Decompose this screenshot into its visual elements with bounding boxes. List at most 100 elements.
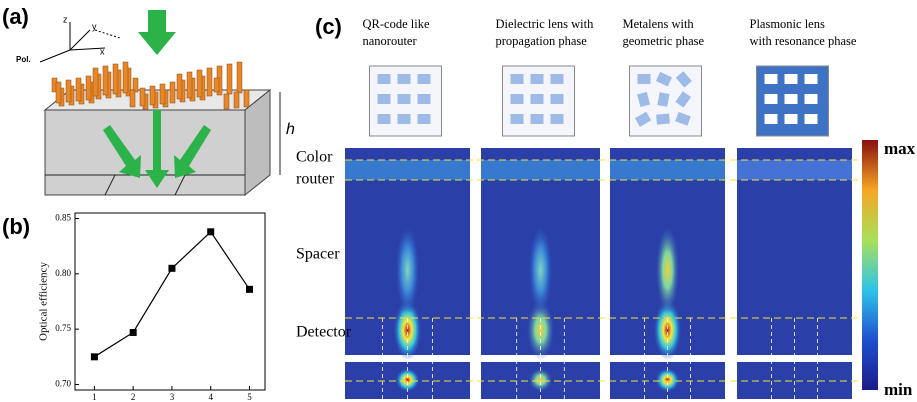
meta-atom	[675, 71, 692, 88]
meta-atom	[675, 91, 692, 108]
nanopillar	[129, 89, 136, 108]
focus-spot	[395, 225, 420, 315]
meta-atom	[804, 74, 818, 84]
x-tick-label: 5	[247, 392, 252, 402]
y-tick-label: 0.85	[55, 213, 71, 223]
meta-atom	[377, 74, 391, 84]
nanopillar	[122, 61, 129, 94]
meta-atom	[764, 114, 778, 124]
panel-label: (b)	[2, 214, 30, 239]
x-tick-label: 2	[131, 392, 136, 402]
nanopillar	[206, 67, 213, 97]
meta-atom	[637, 91, 651, 108]
column-title: with resonance phase	[750, 34, 857, 48]
axis-label: x	[100, 46, 105, 56]
meta-atom	[550, 94, 564, 104]
nanopillar	[92, 67, 99, 97]
column-title: Metalens with	[623, 17, 695, 31]
focus-spot	[653, 300, 682, 360]
nanopillar	[75, 77, 82, 102]
router-band	[737, 160, 852, 180]
router-band	[345, 160, 470, 180]
y-tick-label: 0.80	[55, 268, 71, 278]
schematic	[39, 10, 281, 197]
height-label: h	[286, 121, 295, 138]
column-title: geometric phase	[623, 34, 705, 48]
data-point	[90, 353, 98, 361]
x-tick-label: 3	[170, 392, 175, 402]
focus-spot	[393, 300, 422, 360]
meta-atom	[510, 94, 524, 104]
colorbar	[862, 140, 878, 390]
y-tick-label: 0.70	[55, 379, 71, 389]
nanopillar	[243, 89, 250, 108]
meta-atom	[417, 74, 431, 84]
nanopillar	[236, 61, 243, 94]
meta-atom	[764, 94, 778, 104]
nanopillar	[85, 75, 92, 101]
nanopillar	[169, 81, 176, 104]
nanopillar	[149, 85, 156, 106]
meta-atom	[804, 94, 818, 104]
meta-atom	[397, 94, 411, 104]
panel-label: (a)	[2, 4, 29, 29]
data-point	[207, 228, 215, 236]
meta-atom	[675, 111, 691, 126]
nanopillar	[159, 83, 166, 105]
colorbar-label: max	[884, 139, 916, 158]
nanopillar	[233, 91, 240, 109]
meta-atom	[550, 114, 564, 124]
nanopillar	[213, 77, 220, 93]
axis-label: y	[92, 21, 97, 31]
meta-atom	[656, 113, 670, 125]
meta-atom	[510, 114, 524, 124]
x-tick-label: 4	[208, 392, 213, 402]
meta-atom	[377, 94, 391, 104]
data-point	[129, 328, 137, 336]
colorbar-label: min	[884, 380, 913, 399]
nanopillar	[112, 63, 119, 95]
router-band	[481, 160, 600, 180]
meta-atom	[784, 114, 798, 124]
panel-label: (c)	[315, 14, 342, 39]
nanopillar	[196, 69, 203, 98]
meta-atom	[397, 74, 411, 84]
meta-atom	[784, 74, 798, 84]
y-tick-label: 0.75	[55, 323, 71, 333]
meta-atom	[764, 74, 778, 84]
column-title: nanorouter	[363, 34, 418, 48]
meta-atom	[510, 74, 524, 84]
x-tick-label: 1	[92, 392, 97, 402]
meta-atom	[397, 114, 411, 124]
axis-label: z	[63, 14, 68, 24]
nanopillar	[132, 77, 139, 93]
axis-label: Pol.	[16, 55, 31, 64]
meta-atom	[637, 74, 651, 84]
meta-atom	[550, 74, 564, 84]
nanopillar	[65, 79, 72, 103]
nanopillar	[176, 73, 183, 100]
focus-spot	[395, 368, 420, 392]
meta-atom	[804, 114, 818, 124]
focus-spot	[526, 300, 555, 360]
plot-frame	[74, 212, 266, 391]
meta-atom	[634, 111, 652, 127]
meta-atom	[417, 94, 431, 104]
focus-spot	[528, 225, 553, 315]
row-label: router	[296, 171, 335, 188]
meta-atom	[530, 74, 544, 84]
router-band	[610, 160, 725, 180]
meta-atom	[784, 94, 798, 104]
chart: 0.70 0.75 0.80 0.85 1 2 3 4 5 Optical efficiency	[38, 212, 266, 402]
y-axis-label: Optical efficiency	[38, 262, 50, 341]
data-point	[245, 285, 253, 293]
nanopillar	[102, 65, 109, 96]
meta-atom	[655, 71, 672, 87]
row-label: Spacer	[296, 246, 340, 263]
data-line	[94, 230, 250, 358]
nanopillar	[55, 81, 62, 104]
meta-atom	[417, 114, 431, 124]
column-title: QR-code like	[363, 17, 430, 31]
meta-atom	[377, 114, 391, 124]
